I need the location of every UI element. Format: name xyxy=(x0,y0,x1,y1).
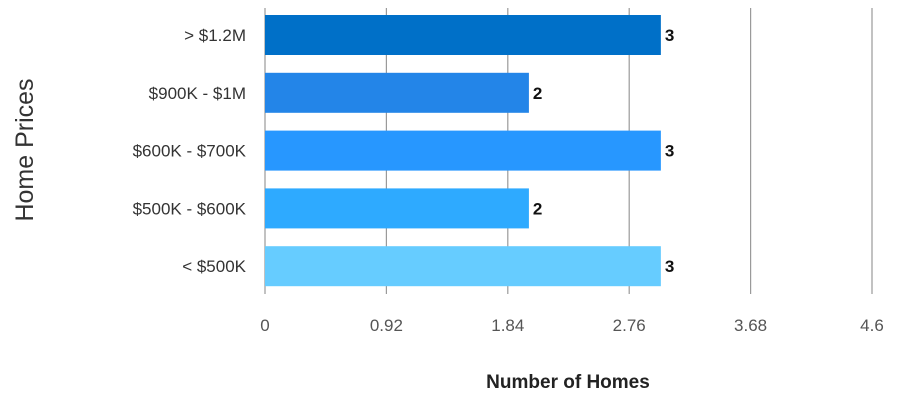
data-label: 2 xyxy=(533,199,542,218)
bar xyxy=(265,188,529,229)
data-label: 3 xyxy=(665,26,674,45)
x-tick-label: 1.84 xyxy=(491,316,524,335)
data-label: 3 xyxy=(665,142,674,161)
category-label: $600K - $700K xyxy=(133,142,247,161)
category-labels: > $1.2M $900K - $1M $600K - $700K $500K - $… xyxy=(133,26,247,276)
bar xyxy=(265,72,529,113)
x-tick-labels: 0 0.92 1.84 2.76 3.68 4.6 xyxy=(260,316,884,335)
x-tick-label: 4.6 xyxy=(860,316,884,335)
bar xyxy=(265,15,661,55)
x-tick-label: 3.68 xyxy=(734,316,767,335)
bars xyxy=(265,15,661,287)
data-label: 2 xyxy=(533,84,542,103)
category-label: < $500K xyxy=(182,257,246,276)
x-tick-label: 0 xyxy=(260,316,269,335)
category-label: $500K - $600K xyxy=(133,199,247,218)
category-label: $900K - $1M xyxy=(149,84,246,103)
x-tick-label: 0.92 xyxy=(370,316,403,335)
x-axis-title: Number of Homes xyxy=(486,372,650,393)
bar xyxy=(265,130,661,171)
data-labels: 3 2 3 2 3 xyxy=(533,26,674,276)
y-axis-title: Home Prices xyxy=(11,78,39,221)
x-tick-label: 2.76 xyxy=(613,316,646,335)
bar xyxy=(265,246,661,287)
category-label: > $1.2M xyxy=(184,26,246,45)
data-label: 3 xyxy=(665,257,674,276)
